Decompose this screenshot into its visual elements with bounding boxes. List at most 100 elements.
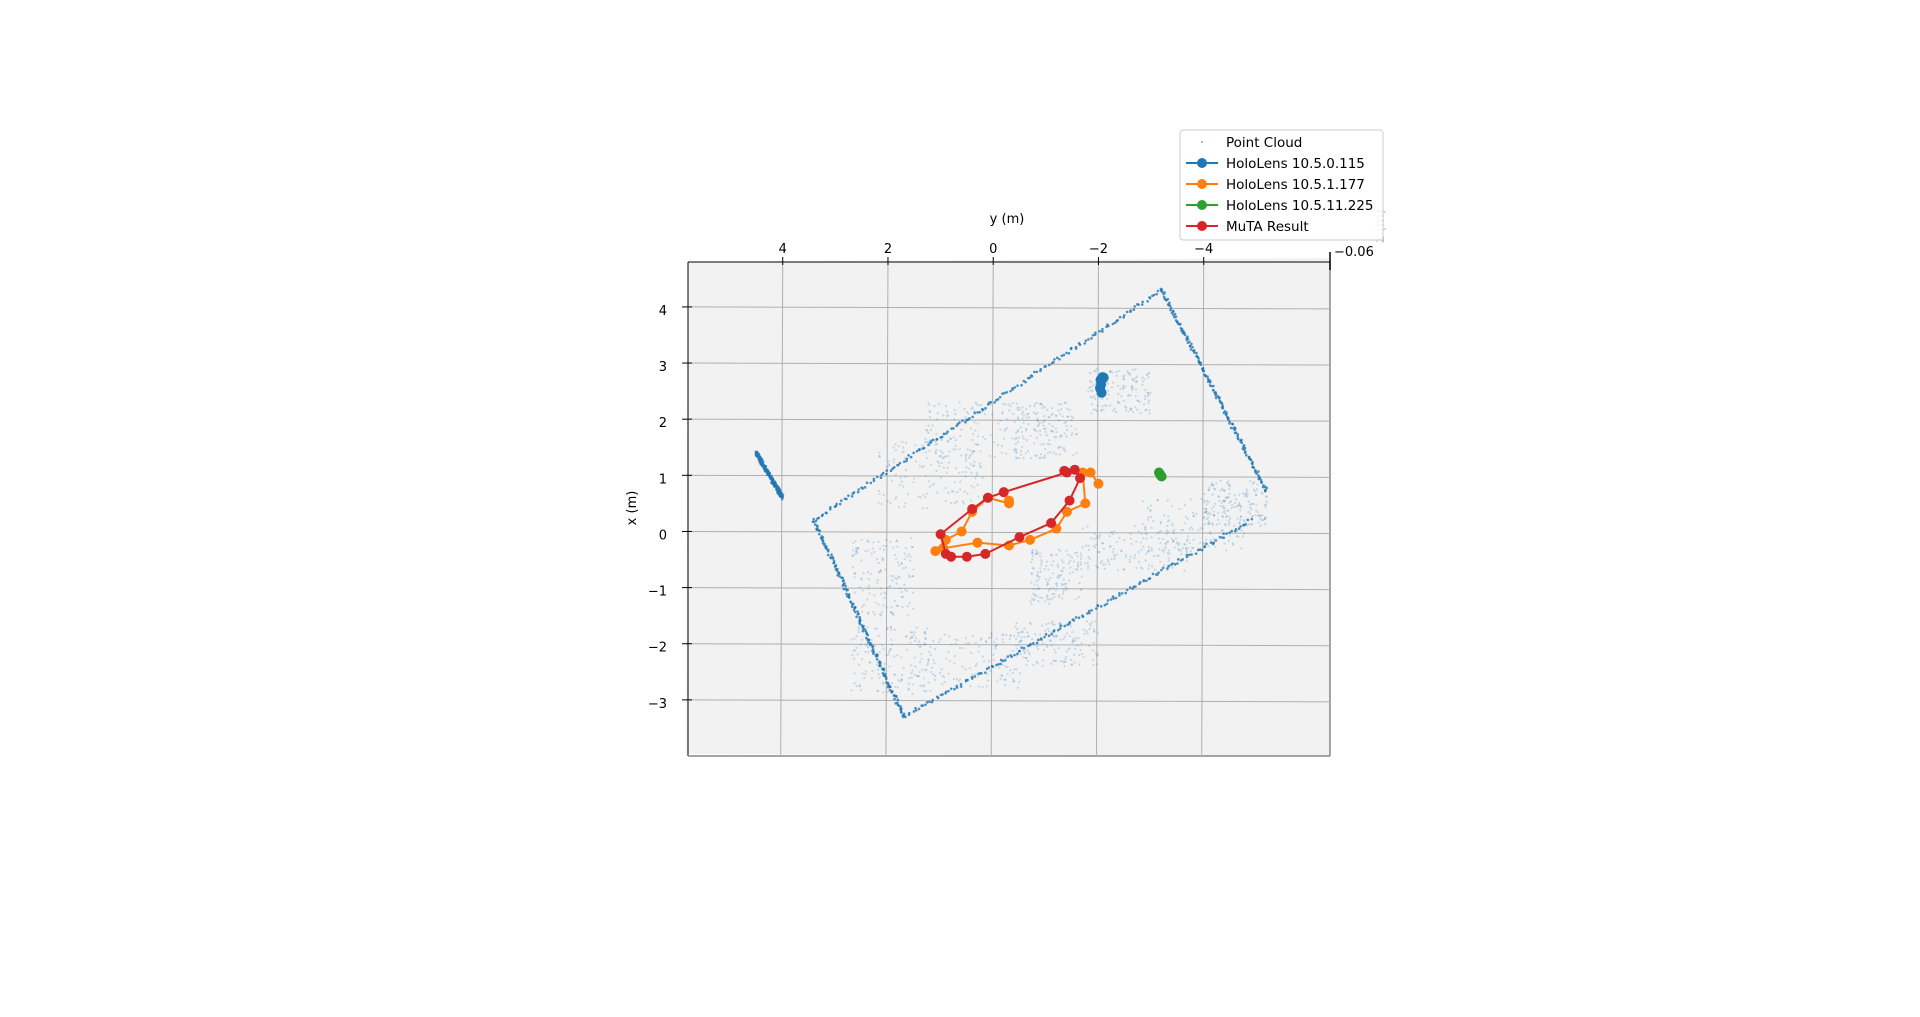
point-cloud-point <box>781 493 785 497</box>
point-cloud-point <box>1047 629 1051 633</box>
point-cloud-point <box>1205 538 1208 541</box>
point-cloud-point <box>970 471 973 474</box>
point-cloud-point <box>1166 567 1169 570</box>
point-cloud-point <box>879 587 882 590</box>
point-cloud-point <box>1009 405 1012 408</box>
point-cloud-point <box>874 613 877 616</box>
point-cloud-point <box>889 647 892 651</box>
point-cloud-point <box>886 691 889 694</box>
point-cloud-point <box>1066 429 1069 432</box>
point-cloud-point <box>1031 592 1035 595</box>
point-cloud-point <box>1039 369 1042 373</box>
point-cloud-point <box>925 428 928 432</box>
point-cloud-point <box>1008 654 1011 657</box>
point-cloud-point <box>1050 413 1053 416</box>
point-cloud-point <box>885 681 888 684</box>
point-cloud-point <box>1050 429 1053 433</box>
point-cloud-point <box>913 631 916 634</box>
point-cloud-point <box>1027 635 1030 638</box>
point-cloud-point <box>1004 428 1007 431</box>
point-cloud-point <box>1212 384 1215 388</box>
point-cloud-point <box>1260 491 1263 494</box>
point-cloud-point <box>1054 414 1057 417</box>
point-cloud-point <box>1144 397 1147 401</box>
point-cloud-point <box>1212 514 1215 517</box>
point-cloud-point <box>885 685 889 689</box>
point-cloud-point <box>1014 438 1017 441</box>
point-cloud-point <box>861 610 864 613</box>
point-cloud-point <box>1238 501 1241 505</box>
point-cloud-point <box>1096 404 1099 407</box>
point-cloud-point <box>1110 557 1113 561</box>
point-cloud-point <box>1068 622 1071 625</box>
point-cloud-point <box>1093 395 1096 398</box>
point-cloud-point <box>902 667 905 670</box>
point-cloud-point <box>905 459 908 463</box>
point-cloud-point <box>1235 535 1238 538</box>
point-cloud-point <box>1217 511 1220 514</box>
point-cloud-point <box>909 559 912 562</box>
point-cloud-point <box>912 634 916 637</box>
point-cloud-point <box>874 601 877 604</box>
point-cloud-point <box>894 673 897 676</box>
point-cloud-point <box>1139 412 1142 415</box>
point-cloud-point <box>1113 554 1116 557</box>
point-cloud-point <box>999 677 1002 680</box>
point-cloud-point <box>1136 302 1139 306</box>
point-cloud-point <box>1116 569 1119 572</box>
point-cloud-point <box>1005 418 1008 421</box>
point-cloud-point <box>1144 559 1147 562</box>
point-cloud-point <box>1237 527 1241 530</box>
point-cloud-point <box>1181 528 1185 532</box>
point-cloud-point <box>890 468 894 471</box>
point-cloud-point <box>1155 292 1159 296</box>
point-cloud-point <box>1103 567 1106 570</box>
point-cloud-point <box>1199 527 1202 530</box>
point-cloud-point <box>1039 570 1043 573</box>
point-cloud-point <box>1070 663 1073 666</box>
point-cloud-point <box>1022 646 1026 650</box>
point-cloud-point <box>1129 309 1132 312</box>
point-cloud-point <box>1054 659 1057 662</box>
point-cloud-point <box>1076 565 1080 568</box>
point-cloud-point <box>1175 542 1178 545</box>
point-cloud-point <box>1138 400 1141 403</box>
point-cloud-point <box>905 441 908 444</box>
point-cloud-point <box>1239 509 1242 512</box>
point-cloud-point <box>896 701 899 705</box>
point-cloud-point <box>1069 625 1072 628</box>
point-cloud-point <box>1060 570 1063 573</box>
point-cloud-point <box>1091 384 1095 387</box>
point-cloud-point <box>955 424 959 428</box>
point-cloud-point <box>906 605 909 608</box>
point-cloud-point <box>1038 456 1041 459</box>
point-cloud-point <box>1246 524 1249 527</box>
point-cloud-point <box>1055 660 1058 663</box>
point-cloud-point <box>905 457 909 461</box>
point-cloud-point <box>1014 456 1018 459</box>
point-cloud-point <box>1047 568 1050 571</box>
point-cloud-point <box>812 517 815 521</box>
point-cloud-point <box>1174 537 1178 540</box>
point-cloud-point <box>852 649 855 652</box>
point-cloud-point <box>1051 412 1054 415</box>
point-cloud-point <box>1097 550 1100 553</box>
point-cloud-point <box>965 410 968 414</box>
point-cloud-point <box>1089 389 1093 392</box>
point-cloud-point <box>940 461 943 465</box>
point-cloud-point <box>1087 609 1091 613</box>
point-cloud-point <box>1224 413 1228 416</box>
point-cloud-point <box>1093 537 1096 541</box>
point-cloud-point <box>979 638 982 641</box>
point-cloud-point <box>1116 400 1120 403</box>
point-cloud-point <box>1122 375 1125 378</box>
point-cloud-point <box>1003 437 1006 440</box>
point-cloud-point <box>1217 495 1221 498</box>
point-cloud-point <box>869 661 872 664</box>
point-cloud-point <box>1185 559 1188 563</box>
point-cloud-point <box>977 404 980 407</box>
point-cloud-point <box>1036 419 1040 422</box>
point-cloud-point <box>903 552 906 555</box>
point-cloud-point <box>1035 660 1038 663</box>
point-cloud-point <box>927 431 930 434</box>
